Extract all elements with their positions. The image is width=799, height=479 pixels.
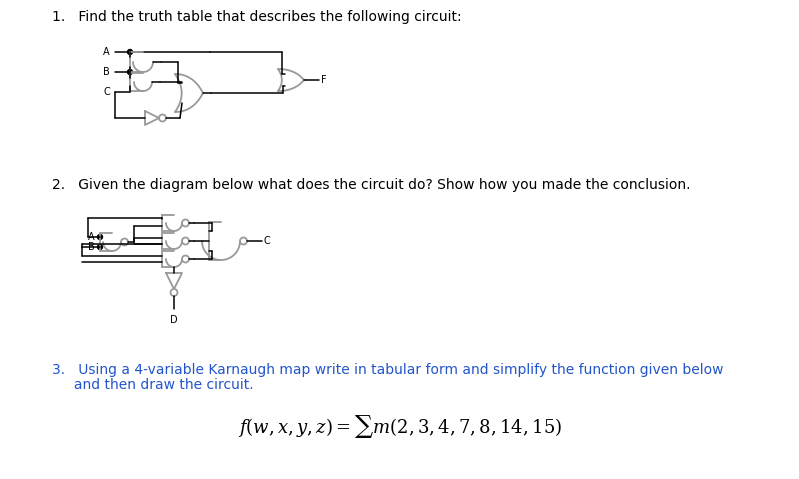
Text: A: A bbox=[89, 232, 95, 242]
Circle shape bbox=[128, 69, 133, 75]
Circle shape bbox=[128, 49, 133, 55]
Text: 2.   Given the diagram below what does the circuit do? Show how you made the con: 2. Given the diagram below what does the… bbox=[52, 178, 690, 192]
Text: F: F bbox=[321, 75, 327, 85]
Text: C: C bbox=[103, 87, 110, 97]
Circle shape bbox=[97, 235, 102, 240]
Text: B: B bbox=[88, 242, 95, 252]
Text: C: C bbox=[264, 236, 271, 246]
Text: 3.   Using a 4-variable Karnaugh map write in tabular form and simplify the func: 3. Using a 4-variable Karnaugh map write… bbox=[52, 363, 724, 377]
Text: $f(w, x, y, z) = \sum m(2,3,4,7,8,14,15)$: $f(w, x, y, z) = \sum m(2,3,4,7,8,14,15)… bbox=[238, 412, 562, 440]
Text: D: D bbox=[170, 315, 178, 325]
Text: B: B bbox=[103, 67, 110, 77]
Text: and then draw the circuit.: and then draw the circuit. bbox=[52, 378, 253, 392]
Text: 1.   Find the truth table that describes the following circuit:: 1. Find the truth table that describes t… bbox=[52, 10, 462, 24]
Text: A: A bbox=[103, 47, 110, 57]
Circle shape bbox=[97, 244, 102, 250]
